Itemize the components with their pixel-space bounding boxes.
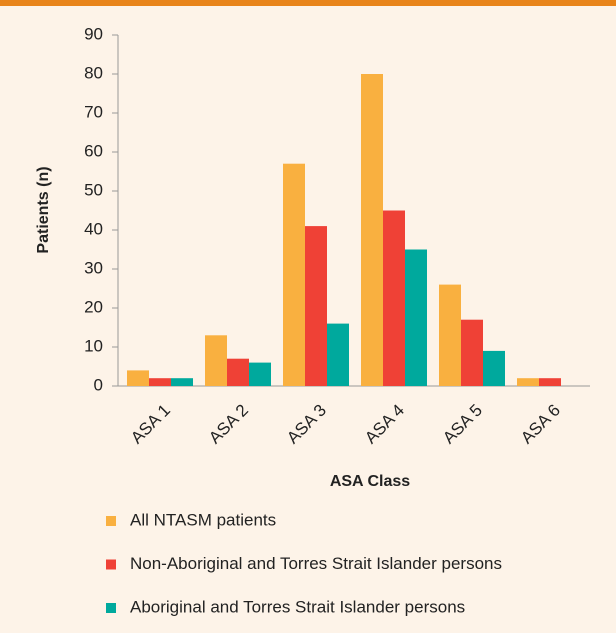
bar: [361, 74, 383, 386]
top-bar: [0, 0, 616, 6]
bar: [517, 378, 539, 386]
bar: [227, 358, 249, 386]
bar: [127, 370, 149, 386]
y-tick-label: 20: [84, 297, 103, 316]
bar: [327, 323, 349, 386]
bar: [483, 350, 505, 386]
y-tick-label: 80: [84, 63, 103, 82]
bar: [405, 249, 427, 386]
bar: [383, 210, 405, 386]
legend-label: Aboriginal and Torres Strait Islander pe…: [130, 597, 465, 616]
x-axis-label: ASA Class: [330, 473, 410, 490]
bar: [205, 335, 227, 386]
y-axis-label: Patients (n): [35, 166, 52, 253]
y-tick-label: 90: [84, 24, 103, 43]
y-tick-label: 40: [84, 219, 103, 238]
legend-swatch: [106, 559, 116, 570]
y-tick-label: 60: [84, 141, 103, 160]
legend-label: All NTASM patients: [130, 510, 276, 529]
bar: [149, 378, 171, 386]
bar: [539, 378, 561, 386]
bar: [283, 163, 305, 386]
bar: [439, 284, 461, 386]
y-tick-label: 50: [84, 180, 103, 199]
bar: [305, 226, 327, 386]
y-tick-label: 0: [94, 375, 103, 394]
legend-label: Non-Aboriginal and Torres Strait Islande…: [130, 554, 502, 573]
y-tick-label: 30: [84, 258, 103, 277]
y-tick-label: 70: [84, 102, 103, 121]
bar: [171, 378, 193, 386]
y-tick-label: 10: [84, 336, 103, 355]
legend-swatch: [106, 516, 116, 526]
legend-swatch: [106, 603, 116, 613]
bar: [461, 319, 483, 386]
bar: [249, 362, 271, 386]
